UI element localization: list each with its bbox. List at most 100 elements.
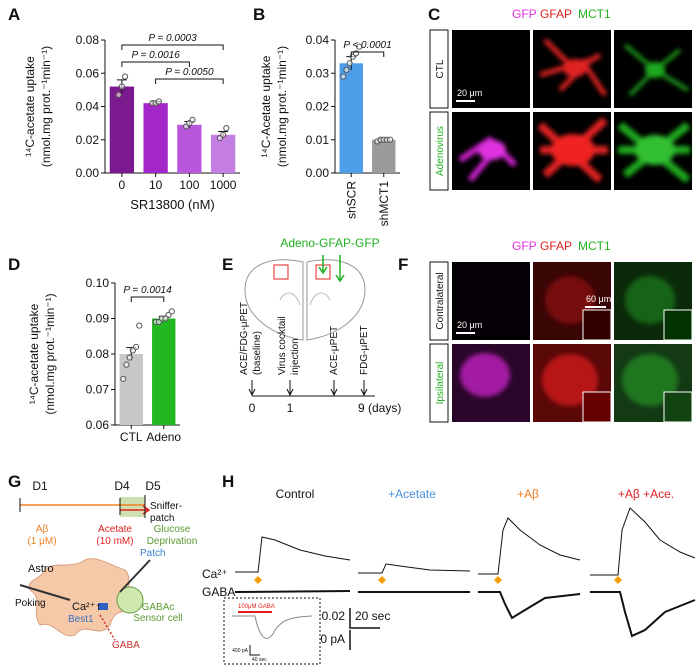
cell-label: Poking <box>15 598 46 609</box>
x-tick-label: 0 <box>119 178 126 192</box>
data-point <box>118 83 125 90</box>
row-box <box>429 261 449 341</box>
sniffer-label: Sniffer- <box>150 501 182 512</box>
gaba-release <box>99 614 116 641</box>
data-point <box>121 73 129 80</box>
inset <box>663 309 693 341</box>
y-tick-label: 0.06 <box>86 418 110 432</box>
inset-label: 100μM GABA <box>238 604 275 610</box>
event-arrows <box>248 380 368 397</box>
condition: Acetate <box>98 524 132 535</box>
day-label: D4 <box>114 479 130 493</box>
condition: Deprivation <box>147 536 198 547</box>
condition: Control <box>276 487 315 501</box>
panel-letter: G <box>8 472 21 491</box>
sensor-cell <box>116 586 144 614</box>
data-point <box>356 43 363 50</box>
inset <box>582 391 612 423</box>
scale-bar-label: 20 μm <box>457 320 482 330</box>
panel-g: D1 D4 D5 Sniffer- patch Aβ (1 μM) Acetat… <box>15 479 197 651</box>
scale-label: 0.02 <box>322 609 346 623</box>
condition: (1 μM) <box>27 536 56 547</box>
data-point <box>155 98 162 105</box>
data-point <box>132 343 140 350</box>
y-axis-label: (nmol.mg prot.⁻¹min⁻¹) <box>275 46 289 167</box>
scale-label: 80 pA <box>314 632 345 646</box>
p-value: P = 0.0003 <box>148 33 197 44</box>
stain: GFAP <box>540 239 572 253</box>
inset-box <box>223 597 321 665</box>
condition: (10 mM) <box>96 536 133 547</box>
calcium-trace <box>590 507 696 576</box>
patch-pipette <box>119 559 151 593</box>
stain: GFAP <box>540 7 572 21</box>
cells <box>458 38 691 184</box>
roi <box>273 264 289 280</box>
bar <box>177 124 202 173</box>
timeline-label: 9 (days) <box>358 401 401 415</box>
y-tick-label: 0.10 <box>86 276 110 290</box>
event-label: ACE-μPET <box>329 326 340 375</box>
micrograph <box>452 30 530 108</box>
inset-label: 40 sec <box>252 657 267 663</box>
p-value: P = 0.0014 <box>123 285 172 296</box>
panel-h: Control +Acetate +Aβ +Aβ +Ace. Ca²⁺ GABA… <box>202 487 696 665</box>
data-point <box>352 50 360 57</box>
data-point <box>115 91 122 98</box>
row-box <box>429 29 449 109</box>
y-axis-label: (nmol.mg prot.⁻¹min⁻¹) <box>43 293 57 414</box>
x-tick-label: shMCT1 <box>377 181 391 227</box>
significance-bracket <box>121 61 190 67</box>
cell-label: GABA <box>112 640 140 651</box>
data-point <box>387 136 394 143</box>
y-tick-label: 0.02 <box>306 100 330 114</box>
y-tick-label: 0.00 <box>306 166 330 180</box>
panel-f: GFP GFAP MCT1 Contralateral Ipsilateral … <box>429 239 693 423</box>
bar <box>119 354 143 425</box>
condition: +Acetate <box>388 487 436 501</box>
scale-bar-label: 20 μm <box>457 88 482 98</box>
event-label: (baseline) <box>252 331 263 375</box>
cell-label: Ca²⁺↑ <box>72 601 101 613</box>
y-tick-label: 0.00 <box>76 166 100 180</box>
x-tick-label: CTL <box>120 430 143 444</box>
y-axis-label: ¹⁴C-acetate uptake <box>27 303 41 404</box>
gaba-trace <box>590 591 696 638</box>
brain-outline <box>306 259 366 341</box>
p-value: P < 0.0001 <box>343 40 391 51</box>
y-axis-label: ¹⁴C-Acetate uptake <box>259 55 273 157</box>
p-value: P = 0.0016 <box>131 50 180 61</box>
inset-trace <box>232 615 313 639</box>
y-tick-label: 0.07 <box>86 383 110 397</box>
bar <box>210 134 236 173</box>
brain-outline <box>244 259 304 341</box>
inset-label: 400 pA <box>232 648 249 654</box>
x-tick-label: 100 <box>179 178 199 192</box>
event-label: Virus cocktail <box>277 316 288 375</box>
micrograph <box>452 262 530 340</box>
bar <box>143 103 168 173</box>
x-axis-label: SR13800 (nM) <box>130 197 215 212</box>
cell-label: Astro <box>28 563 54 575</box>
panel-letter: A <box>8 5 20 24</box>
y-tick-label: 0.06 <box>76 66 100 80</box>
x-tick-label: 1000 <box>210 178 237 192</box>
day-label: D1 <box>32 479 48 493</box>
condition: +Aβ <box>517 487 539 501</box>
panel-letter: E <box>222 255 233 274</box>
stain: GFP <box>512 7 537 21</box>
significance-bracket <box>350 51 385 57</box>
y-tick-label: 0.02 <box>76 133 100 147</box>
inset-scale <box>249 645 260 656</box>
row-box <box>429 111 449 191</box>
scale-label: 20 sec <box>355 609 390 623</box>
gaba-trace <box>234 590 351 593</box>
inset <box>582 309 612 341</box>
y-axis-label: ¹⁴C-acetate uptake <box>23 56 37 157</box>
y-tick-label: 0.03 <box>306 66 330 80</box>
data-point <box>120 375 127 382</box>
cell-label: Sensor cell <box>133 613 182 624</box>
panel-letter: D <box>8 255 20 274</box>
calcium-trace <box>478 517 581 575</box>
data-point <box>223 125 230 132</box>
